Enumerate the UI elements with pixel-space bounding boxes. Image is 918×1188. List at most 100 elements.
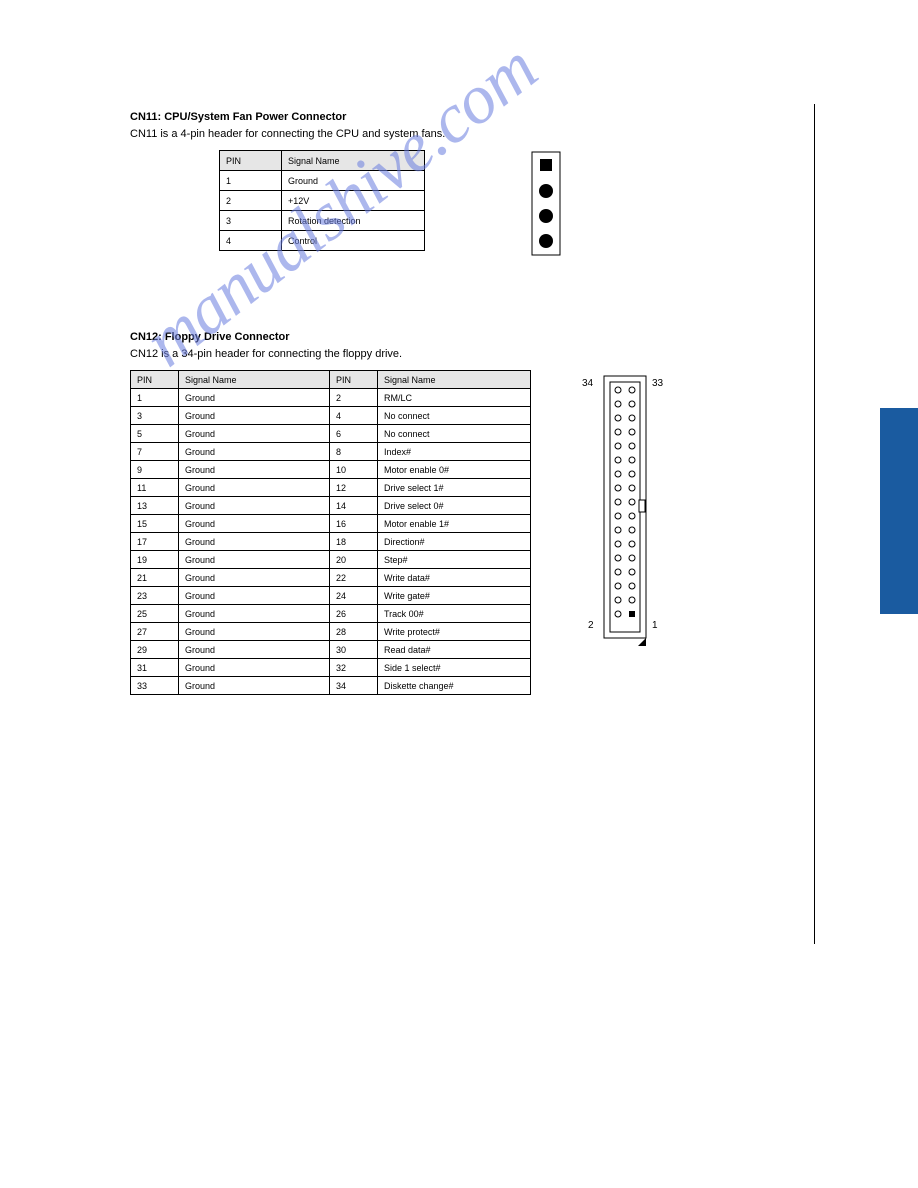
table-cell: Ground: [179, 461, 330, 479]
table-row: 3Rotation detection: [220, 211, 425, 231]
table-cell: Write data#: [378, 569, 531, 587]
side-tab: [880, 408, 918, 614]
table-cell: 25: [131, 605, 179, 623]
section1-subtitle: CN11 is a 4-pin header for connecting th…: [130, 127, 445, 142]
table-cell: +12V: [282, 191, 425, 211]
table-row: 9Ground10Motor enable 0#: [131, 461, 531, 479]
table-cell: 11: [131, 479, 179, 497]
table-row: 27Ground28Write protect#: [131, 623, 531, 641]
table-cell: 23: [131, 587, 179, 605]
section2-title: CN12: Floppy Drive Connector: [130, 330, 402, 345]
table-cell: Diskette change#: [378, 677, 531, 695]
table-cell: 32: [330, 659, 378, 677]
col-signal: Signal Name: [282, 151, 425, 171]
table-cell: Ground: [179, 569, 330, 587]
table-cell: 7: [131, 443, 179, 461]
table-row: 25Ground26Track 00#: [131, 605, 531, 623]
table-cell: 20: [330, 551, 378, 569]
table-cell: Ground: [179, 623, 330, 641]
table-row: 21Ground22Write data#: [131, 569, 531, 587]
table-cell: 15: [131, 515, 179, 533]
table-cell: 31: [131, 659, 179, 677]
table-cell: 22: [330, 569, 378, 587]
table-row: 31Ground32Side 1 select#: [131, 659, 531, 677]
fan-table: PIN Signal Name 1Ground2+12V3Rotation de…: [219, 150, 425, 251]
table-cell: No connect: [378, 407, 531, 425]
table-cell: Ground: [179, 641, 330, 659]
table-cell: 21: [131, 569, 179, 587]
table-cell: 5: [131, 425, 179, 443]
layout-divider: [814, 104, 815, 944]
table-cell: Ground: [179, 479, 330, 497]
table-cell: 17: [131, 533, 179, 551]
table-cell: Side 1 select#: [378, 659, 531, 677]
table-cell: Write protect#: [378, 623, 531, 641]
table-cell: Ground: [179, 389, 330, 407]
table-cell: Ground: [179, 533, 330, 551]
table-header-row: PIN Signal Name: [220, 151, 425, 171]
table-cell: Ground: [282, 171, 425, 191]
table-cell: 27: [131, 623, 179, 641]
table-row: 1Ground: [220, 171, 425, 191]
table-cell: Write gate#: [378, 587, 531, 605]
table-cell: 14: [330, 497, 378, 515]
table-cell: Ground: [179, 587, 330, 605]
table-row: 4Control: [220, 231, 425, 251]
table-cell: 16: [330, 515, 378, 533]
col-pin-b: PIN: [330, 371, 378, 389]
table-cell: Ground: [179, 443, 330, 461]
table-row: 13Ground14Drive select 0#: [131, 497, 531, 515]
col-pin: PIN: [220, 151, 282, 171]
table-cell: 28: [330, 623, 378, 641]
table-row: 2+12V: [220, 191, 425, 211]
table-cell: 2: [330, 389, 378, 407]
table-cell: 3: [131, 407, 179, 425]
table-cell: Step#: [378, 551, 531, 569]
table-cell: Drive select 1#: [378, 479, 531, 497]
table-cell: Direction#: [378, 533, 531, 551]
table-cell: Motor enable 1#: [378, 515, 531, 533]
table-cell: Index#: [378, 443, 531, 461]
table-cell: 33: [131, 677, 179, 695]
table-cell: 3: [220, 211, 282, 231]
page-root: manualshive.com CN11: CPU/System Fan Pow…: [0, 0, 918, 1188]
table-cell: Ground: [179, 551, 330, 569]
table-cell: No connect: [378, 425, 531, 443]
table-cell: Ground: [179, 659, 330, 677]
table-cell: Rotation detection: [282, 211, 425, 231]
table-row: 29Ground30Read data#: [131, 641, 531, 659]
table-cell: 10: [330, 461, 378, 479]
table-cell: 9: [131, 461, 179, 479]
table-cell: Control: [282, 231, 425, 251]
table-row: 1Ground2RM/LC: [131, 389, 531, 407]
table-cell: Ground: [179, 425, 330, 443]
table-cell: 13: [131, 497, 179, 515]
table-cell: Ground: [179, 677, 330, 695]
table-cell: 2: [220, 191, 282, 211]
table-cell: Drive select 0#: [378, 497, 531, 515]
section1-title: CN11: CPU/System Fan Power Connector: [130, 110, 445, 125]
table-cell: 1: [131, 389, 179, 407]
col-signal-a: Signal Name: [179, 371, 330, 389]
fan-connector-diagram: [531, 151, 561, 256]
table-cell: Read data#: [378, 641, 531, 659]
col-pin-a: PIN: [131, 371, 179, 389]
table-cell: 24: [330, 587, 378, 605]
floppy-table: PIN Signal Name PIN Signal Name 1Ground2…: [130, 370, 531, 695]
table-cell: 12: [330, 479, 378, 497]
table-cell: 4: [330, 407, 378, 425]
table-row: 33Ground34Diskette change#: [131, 677, 531, 695]
table-cell: 1: [220, 171, 282, 191]
table-cell: Track 00#: [378, 605, 531, 623]
section2-subtitle: CN12 is a 34-pin header for connecting t…: [130, 347, 402, 362]
col-signal-b: Signal Name: [378, 371, 531, 389]
table-row: 23Ground24Write gate#: [131, 587, 531, 605]
floppy-connector-diagram: [582, 370, 692, 650]
table-row: 19Ground20Step#: [131, 551, 531, 569]
table-cell: 18: [330, 533, 378, 551]
table-cell: 29: [131, 641, 179, 659]
table-cell: 26: [330, 605, 378, 623]
table-cell: Ground: [179, 407, 330, 425]
table-cell: Motor enable 0#: [378, 461, 531, 479]
table-cell: Ground: [179, 497, 330, 515]
